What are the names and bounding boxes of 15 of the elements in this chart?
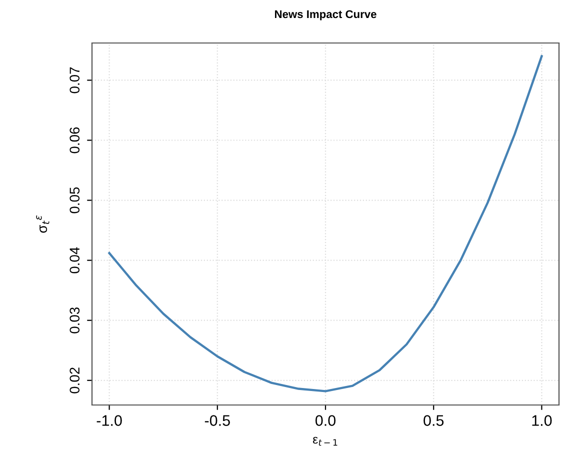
line-series — [108, 55, 543, 392]
y-tick-label: 0.07 — [70, 67, 80, 94]
y-tick-label: 0.02 — [70, 368, 80, 394]
x-axis-title: ε$_{t−1}$ — [312, 436, 338, 446]
x-tick-label: 0.5 — [424, 415, 444, 426]
y-tick-label: 0.06 — [70, 127, 80, 154]
x-tick-label: -0.5 — [204, 415, 230, 426]
y-tick-label: 0.03 — [70, 307, 80, 334]
y-tick-label: 0.04 — [70, 247, 80, 274]
x-tick-label: -1.0 — [96, 415, 122, 426]
x-tick-label: 0.0 — [315, 415, 336, 426]
x-tick-label: 1.0 — [532, 415, 552, 426]
chart-title: News Impact Curve — [274, 10, 376, 20]
y-axis-title: σ$_{t}$$^{ε}$ — [36, 215, 50, 233]
y-tick-label: 0.05 — [70, 187, 80, 214]
